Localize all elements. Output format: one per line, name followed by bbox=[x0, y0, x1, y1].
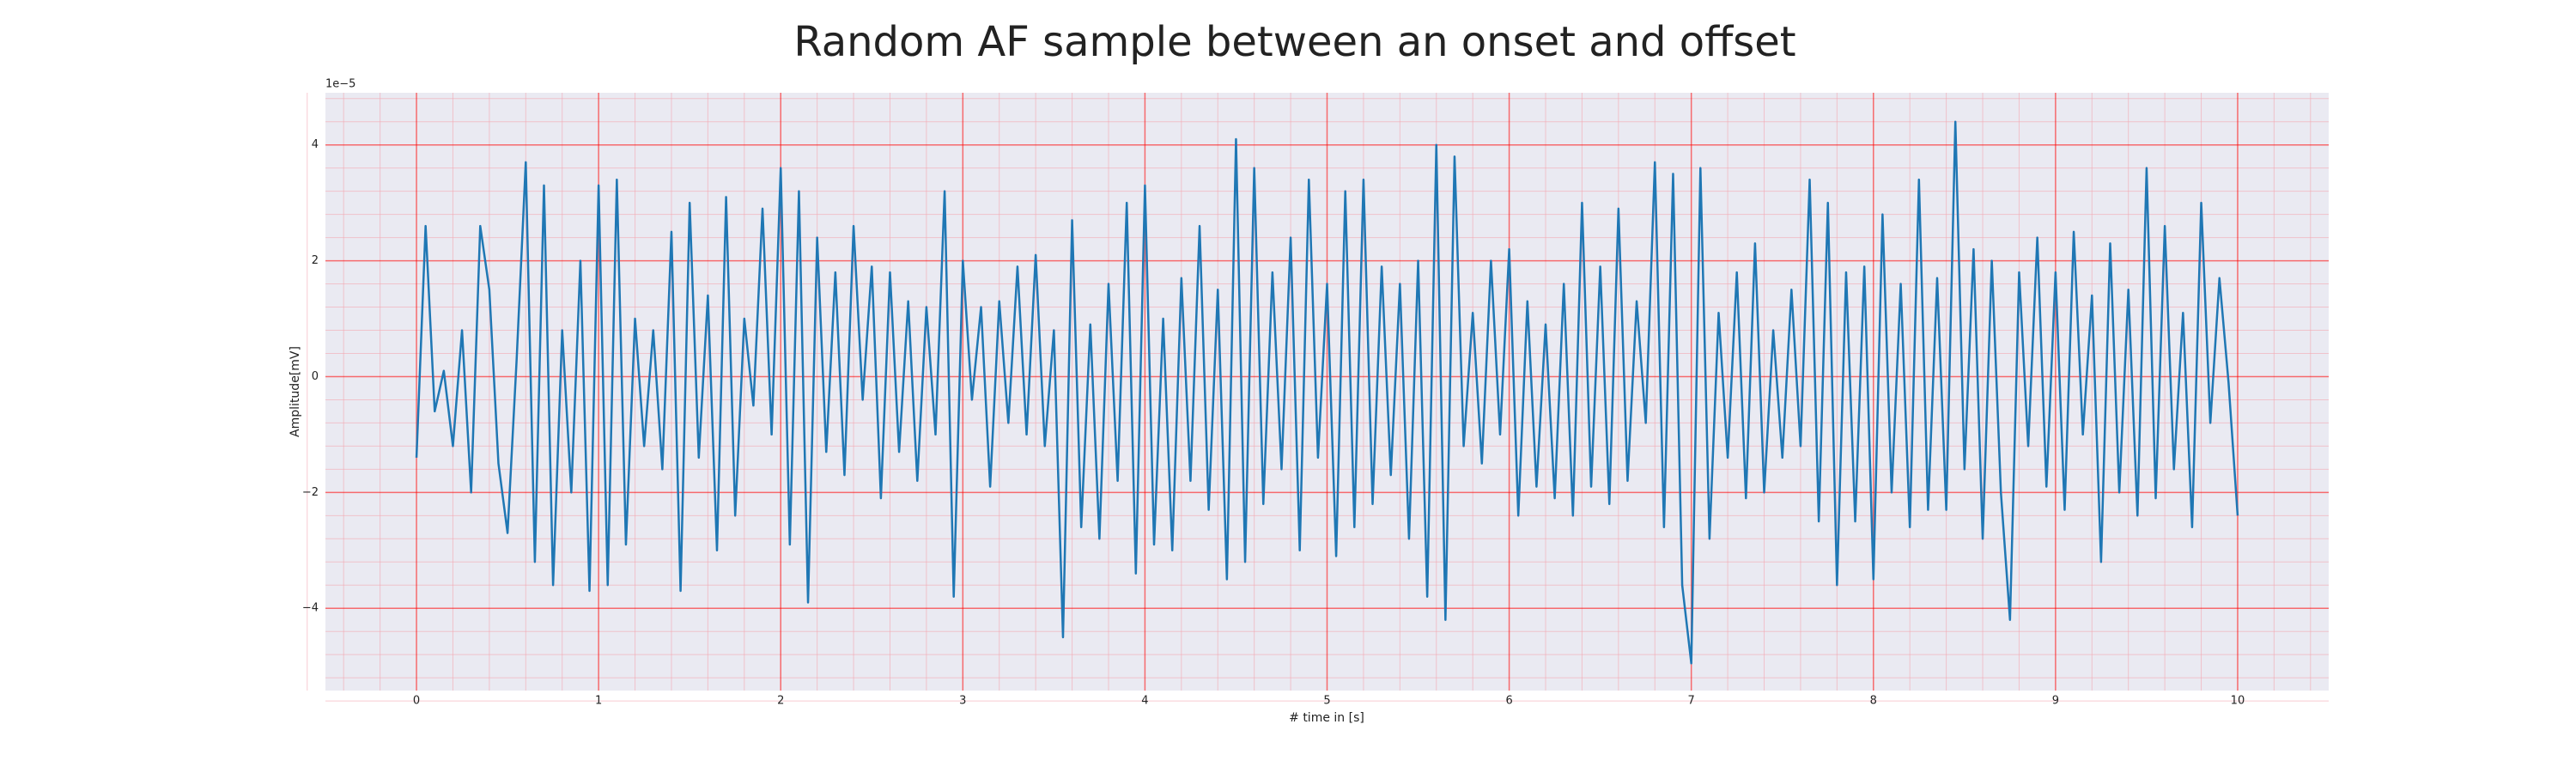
y-tick-label: −2 bbox=[302, 486, 319, 499]
x-axis-label: # time in [s] bbox=[1289, 711, 1364, 725]
x-tick-label: 8 bbox=[1870, 695, 1877, 708]
x-tick-label: 2 bbox=[777, 695, 784, 708]
x-tick-label: 5 bbox=[1323, 695, 1330, 708]
x-tick-label: 10 bbox=[2231, 695, 2245, 708]
y-tick-label: 4 bbox=[312, 138, 319, 151]
x-tick-label: 3 bbox=[959, 695, 966, 708]
x-tick-label: 4 bbox=[1141, 695, 1148, 708]
y-offset-text: 1e−5 bbox=[325, 78, 355, 91]
x-tick-label: 0 bbox=[413, 695, 420, 708]
x-tick-label: 6 bbox=[1505, 695, 1512, 708]
y-tick-label: −4 bbox=[302, 602, 319, 615]
y-axis-label: Amplitude[mV] bbox=[289, 346, 302, 437]
signal-line bbox=[415, 120, 2239, 665]
x-tick-label: 1 bbox=[595, 695, 602, 708]
x-tick-label: 7 bbox=[1688, 695, 1695, 708]
y-tick-label: 2 bbox=[312, 254, 319, 267]
y-tick-label: 0 bbox=[312, 370, 319, 383]
x-tick-label: 9 bbox=[2052, 695, 2059, 708]
chart-title: Random AF sample between an onset and of… bbox=[793, 18, 1795, 66]
